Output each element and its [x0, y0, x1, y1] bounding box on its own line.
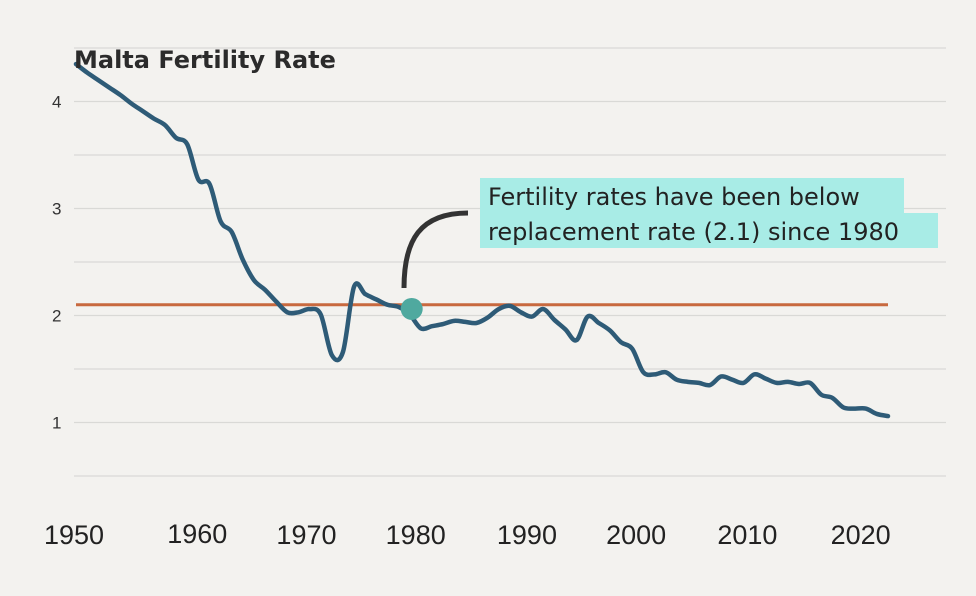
annotation-connector	[401, 210, 469, 289]
y-tick-label: 4	[52, 93, 61, 112]
annotation-text-line-1: Fertility rates have been below	[488, 183, 860, 211]
chart-title: Malta Fertility Rate	[74, 46, 336, 74]
y-tick-label: 3	[52, 200, 61, 219]
annotation-highlight-1	[480, 178, 904, 213]
annotation-highlight-2	[480, 213, 938, 248]
x-tick-label: 1980	[386, 520, 446, 550]
tick-layer: 1 2 3 4 1950 1960 1970 1980 1990 2000 2010 2020	[44, 93, 891, 551]
annotation-layer: Fertility rates have been below replaceme…	[401, 178, 938, 289]
y-tick-label: 1	[52, 414, 61, 433]
x-tick-label: 2000	[606, 520, 666, 550]
x-tick-label: 1950	[44, 520, 104, 550]
annotation-text-line-2: replacement rate (2.1) since 1980	[488, 218, 899, 246]
x-tick-label: 1990	[497, 520, 557, 550]
y-tick-label: 2	[52, 307, 61, 326]
x-tick-label: 1970	[276, 520, 336, 550]
x-tick-label: 2010	[717, 520, 777, 550]
series-layer	[73, 61, 891, 419]
grid-layer	[74, 47, 946, 477]
x-tick-label: 1960	[167, 519, 227, 549]
highlight-point-1980	[400, 297, 423, 320]
fertility-series-line	[73, 61, 891, 419]
x-tick-label: 2020	[831, 520, 891, 550]
